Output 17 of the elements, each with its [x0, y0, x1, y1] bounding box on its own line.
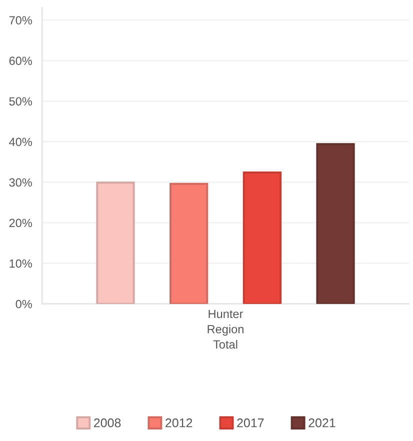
legend-label: 2017: [237, 418, 264, 428]
legend-label: 2021: [308, 418, 336, 428]
y-tick-label: 50%: [9, 97, 32, 106]
bar: [242, 172, 282, 304]
y-tick-label: 60%: [9, 56, 32, 66]
bar: [96, 182, 135, 304]
legend-label: 2012: [166, 418, 192, 428]
y-tick-label: 0%: [16, 300, 32, 308]
y-tick-label: 20%: [9, 218, 32, 228]
bar: [170, 182, 208, 304]
x-tick-label: Hunter Region Total: [208, 310, 244, 349]
bar: [316, 143, 355, 304]
y-tick-label: 40%: [9, 138, 32, 146]
y-tick-label: 10%: [10, 259, 32, 268]
y-tick-label: 30%: [9, 178, 32, 187]
legend-label: 2008: [94, 418, 121, 428]
y-tick-label: 70%: [9, 16, 32, 24]
